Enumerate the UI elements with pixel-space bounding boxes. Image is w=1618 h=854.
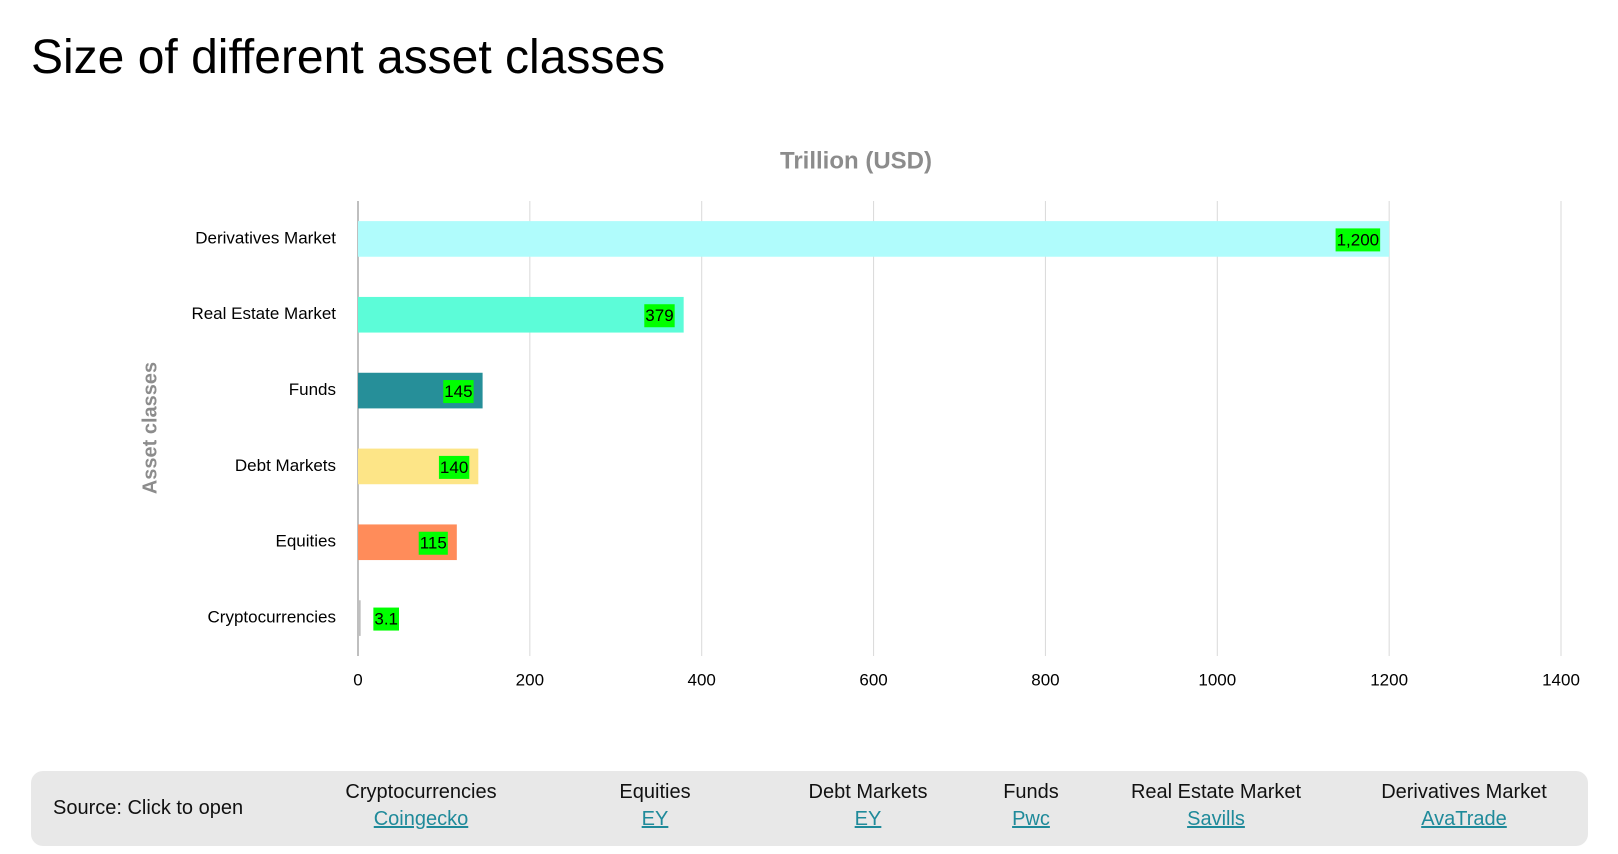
- source-name: Debt Markets: [808, 781, 928, 803]
- value-label: 115: [420, 534, 447, 553]
- source-item: Debt Markets EY: [809, 781, 928, 831]
- source-link[interactable]: Pwc: [1012, 808, 1050, 830]
- chart: Trillion (USD) Asset classes 0 200 400 600 8…: [139, 147, 1580, 689]
- source-name: Real Estate Market: [1130, 781, 1302, 803]
- source-name: Derivatives Market: [1381, 781, 1547, 803]
- y-tick-label: Cryptocurrencies: [208, 608, 337, 627]
- source-item: Funds Pwc: [1003, 781, 1059, 831]
- footer-label: Source: Click to open: [53, 797, 244, 819]
- source-name: Funds: [1003, 781, 1059, 803]
- value-label-bg: [418, 531, 448, 555]
- value-label: 379: [645, 306, 673, 325]
- value-label: 3.1: [374, 610, 398, 629]
- source-item: Equities EY: [619, 781, 690, 831]
- bar: [358, 296, 684, 333]
- y-tick-label: Debt Markets: [235, 456, 336, 475]
- value-label: 1,200: [1337, 230, 1380, 249]
- value-label-bg: [438, 455, 470, 479]
- x-tick-label: 1400: [1542, 670, 1580, 689]
- y-tick-label: Real Estate Market: [191, 304, 336, 323]
- source-item: Cryptocurrencies Coingecko: [345, 781, 496, 831]
- value-label: 140: [440, 458, 468, 477]
- source-item: Derivatives Market AvaTrade: [1381, 781, 1547, 831]
- x-tick-label: 1200: [1370, 670, 1408, 689]
- value-label-bg: [644, 304, 675, 328]
- value-label: 145: [444, 382, 472, 401]
- x-tick-label: 1000: [1198, 670, 1236, 689]
- source-link[interactable]: AvaTrade: [1421, 808, 1507, 830]
- page-title: Size of different asset classes: [31, 31, 666, 84]
- source-link[interactable]: Coingecko: [373, 808, 469, 830]
- source-item: Real Estate Market Savills: [1131, 781, 1301, 831]
- x-tick-label: 800: [1031, 670, 1059, 689]
- y-tick-label: Funds: [289, 380, 336, 399]
- x-tick-label: 400: [688, 670, 716, 689]
- x-tick-label: 0: [353, 670, 362, 689]
- source-name: Cryptocurrencies: [345, 781, 497, 803]
- source-footer: Source: Click to open Cryptocurrencies Co…: [31, 771, 1588, 846]
- y-axis-label: Asset classes: [139, 362, 161, 494]
- source-link[interactable]: EY: [641, 808, 669, 830]
- value-label-bg: [1335, 228, 1381, 252]
- value-label-bg: [443, 380, 474, 404]
- y-tick-label: Derivatives Market: [195, 228, 336, 247]
- x-tick-label: 200: [516, 670, 544, 689]
- x-tick-label: 600: [859, 670, 887, 689]
- bar: [358, 221, 1390, 257]
- source-link[interactable]: Savills: [1187, 808, 1245, 830]
- value-label-bg: [373, 607, 399, 631]
- y-tick-label: Equities: [276, 532, 336, 551]
- source-name: Equities: [619, 781, 691, 803]
- source-link[interactable]: EY: [854, 808, 882, 830]
- axis-title: Trillion (USD): [780, 147, 932, 174]
- bar: [358, 600, 361, 636]
